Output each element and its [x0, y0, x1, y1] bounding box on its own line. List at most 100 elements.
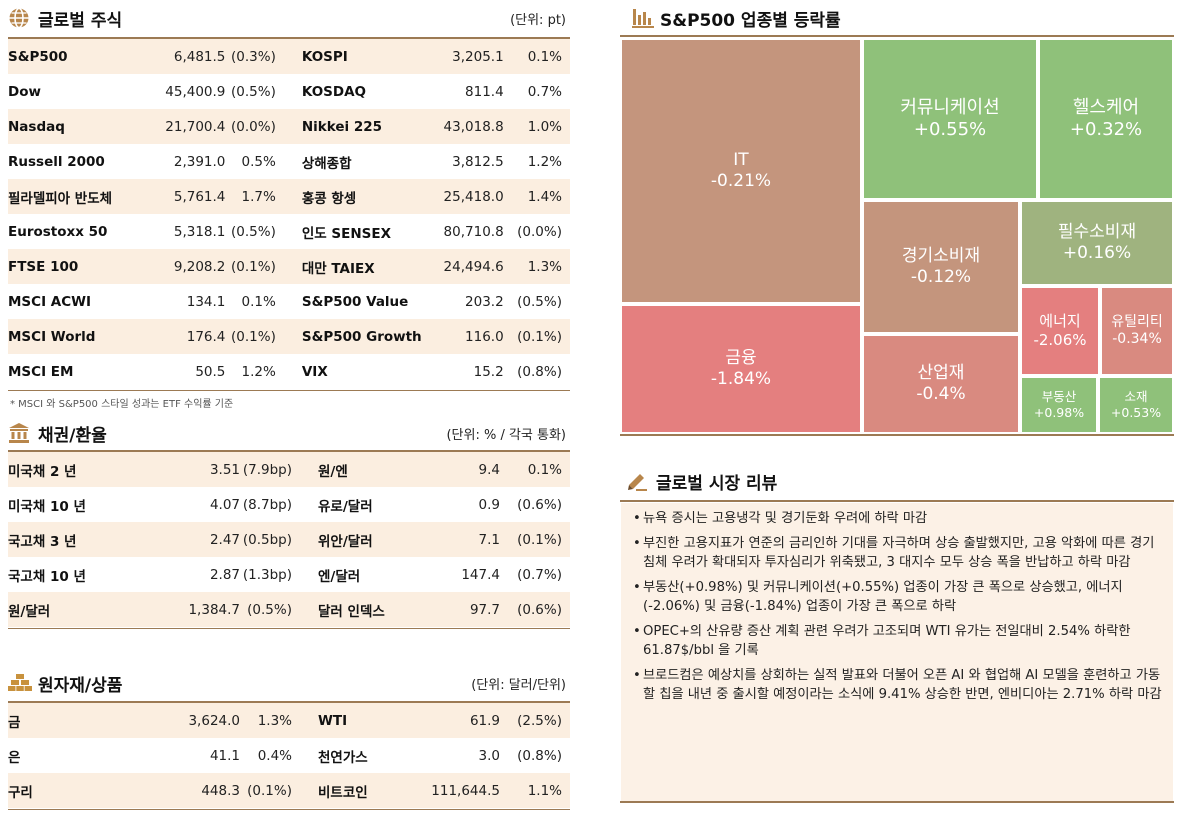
- instrument-name: 위안/달러: [300, 522, 412, 557]
- style-note: * MSCI 와 S&P500 스타일 성과는 ETF 수익률 기준: [10, 399, 234, 410]
- instrument-change: (7.9bp): [240, 452, 300, 487]
- instrument-change: 0.4%: [240, 738, 300, 773]
- instrument-change: 0.1%: [500, 452, 570, 487]
- instrument-value: 43,018.8: [421, 109, 504, 144]
- sector-change: +0.16%: [1062, 243, 1132, 263]
- table-row: Eurostoxx 50 5,318.1 (0.5%) 인도 SENSEX 80,710…: [8, 214, 570, 249]
- instrument-value: 5,761.4: [148, 179, 226, 214]
- instrument-change: (0.6%): [500, 487, 570, 522]
- global-stocks-unit: (단위: pt): [510, 12, 566, 28]
- instrument-change: (1.3bp): [240, 557, 300, 592]
- sector-name: 부동산: [1041, 389, 1077, 405]
- sector-change: +0.32%: [1069, 119, 1143, 140]
- bonds-fx-title: 채권/환율: [38, 425, 107, 446]
- globe-icon: [8, 7, 30, 29]
- review-item: 브로드컴은 예상치를 상회하는 실적 발표와 더불어 오픈 AI 와 협업해 A…: [633, 666, 1163, 705]
- instrument-name: FTSE 100: [8, 249, 149, 284]
- table-row: 필라델피아 반도체 5,761.4 1.7% 홍콩 항셍 25,418.0 1.4%: [8, 179, 570, 214]
- instrument-change: (0.5bp): [240, 522, 300, 557]
- instrument-value: 147.4: [412, 557, 500, 592]
- instrument-change: (0.1%): [503, 319, 570, 354]
- instrument-change: 1.1%: [500, 773, 570, 808]
- instrument-change: (0.5%): [225, 74, 284, 109]
- bonds-fx-header: 채권/환율 (단위: % / 각국 통화): [8, 418, 570, 448]
- sector-treemap: IT -0.21% 금융 -1.84% 커뮤니케이션 +0.55% 헬스케어 +0.32% 경기…: [620, 38, 1174, 434]
- instrument-value: 111,644.5: [412, 773, 500, 808]
- instrument-name: Nasdaq: [8, 109, 149, 144]
- instrument-value: 1,384.7: [158, 592, 240, 627]
- sector-title: S&P500 업종별 등락률: [660, 10, 841, 31]
- instrument-name: 상해종합: [283, 144, 422, 179]
- instrument-value: 2.47: [158, 522, 240, 557]
- sector-change: +0.53%: [1110, 405, 1162, 420]
- instrument-name: MSCI EM: [8, 354, 149, 389]
- instrument-value: 116.0: [421, 319, 504, 354]
- instrument-name: MSCI World: [8, 319, 149, 354]
- sector-name: IT: [733, 149, 749, 170]
- instrument-value: 3,205.1: [421, 39, 504, 74]
- instrument-name: Eurostoxx 50: [8, 214, 149, 249]
- instrument-name: 미국채 10 년: [8, 487, 158, 522]
- table-row: 미국채 10 년 4.07 (8.7bp) 유로/달러 0.9 (0.6%): [8, 487, 570, 522]
- review-header: 글로벌 시장 리뷰: [626, 466, 1166, 496]
- instrument-name: Nikkei 225: [283, 109, 422, 144]
- instrument-value: 80,710.8: [421, 214, 504, 249]
- instrument-change: (8.7bp): [240, 487, 300, 522]
- table-row: MSCI EM 50.5 1.2% VIX 15.2 (0.8%): [8, 354, 570, 389]
- instrument-value: 134.1: [148, 284, 226, 319]
- instrument-value: 3.0: [412, 738, 500, 773]
- instrument-value: 6,481.5: [148, 39, 226, 74]
- sector-tile: 에너지 -2.06%: [1020, 286, 1100, 376]
- instrument-change: 1.2%: [225, 354, 284, 389]
- instrument-change: (0.8%): [500, 738, 570, 773]
- instrument-name: 국고채 3 년: [8, 522, 158, 557]
- bar-chart-icon: [632, 7, 654, 29]
- instrument-name: 원/달러: [8, 592, 158, 627]
- instrument-name: 천연가스: [300, 738, 412, 773]
- review-item: 부진한 고용지표가 연준의 금리인하 기대를 자극하며 상승 출발했지만, 고용…: [633, 534, 1163, 573]
- instrument-value: 5,318.1: [148, 214, 226, 249]
- instrument-name: VIX: [283, 354, 422, 389]
- table-row: Russell 2000 2,391.0 0.5% 상해종합 3,812.5 1.2%: [8, 144, 570, 179]
- sector-tile: 헬스케어 +0.32%: [1038, 38, 1174, 200]
- instrument-change: (0.1%): [240, 773, 300, 808]
- instrument-value: 97.7: [412, 592, 500, 627]
- instrument-change: (0.3%): [225, 39, 284, 74]
- instrument-value: 811.4: [421, 74, 504, 109]
- sector-name: 유틸리티: [1111, 313, 1163, 330]
- commodities-title: 원자재/상품: [38, 675, 123, 696]
- instrument-change: (0.5%): [225, 214, 284, 249]
- sector-tile: 유틸리티 -0.34%: [1100, 286, 1174, 376]
- table-row: 구리 448.3 (0.1%) 비트코인 111,644.5 1.1%: [8, 773, 570, 808]
- instrument-value: 4.07: [158, 487, 240, 522]
- pencil-icon: [626, 470, 648, 492]
- instrument-value: 176.4: [148, 319, 226, 354]
- instrument-name: 인도 SENSEX: [283, 214, 422, 249]
- instrument-change: 1.7%: [225, 179, 284, 214]
- instrument-value: 24,494.6: [421, 249, 504, 284]
- instrument-name: 달러 인덱스: [300, 592, 412, 627]
- bonds-fx-unit: (단위: % / 각국 통화): [446, 427, 566, 443]
- sector-change: -0.21%: [710, 171, 772, 191]
- instrument-change: 1.3%: [240, 703, 300, 738]
- instrument-name: 금: [8, 703, 158, 738]
- instrument-change: (0.0%): [503, 214, 570, 249]
- sector-change: -0.34%: [1112, 331, 1162, 347]
- sector-tile: 커뮤니케이션 +0.55%: [862, 38, 1038, 200]
- table-row: MSCI World 176.4 (0.1%) S&P500 Growth 116.0(…: [8, 319, 570, 354]
- instrument-name: Dow: [8, 74, 149, 109]
- review-item: 뉴욕 증시는 고용냉각 및 경기둔화 우려에 하락 마감: [633, 509, 1163, 529]
- instrument-change: (0.1%): [225, 249, 284, 284]
- review-item: OPEC+의 산유량 증산 계획 관련 우려가 고조되며 WTI 유가는 전일대…: [633, 622, 1163, 661]
- instrument-value: 3,812.5: [421, 144, 504, 179]
- instrument-name: 국고채 10 년: [8, 557, 158, 592]
- sector-name: 헬스케어: [1072, 96, 1140, 118]
- sector-tile: 부동산 +0.98%: [1020, 376, 1098, 434]
- instrument-name: S&P500 Value: [283, 284, 422, 319]
- instrument-name: 원/엔: [300, 452, 412, 487]
- instrument-name: Russell 2000: [8, 144, 149, 179]
- table-row: 원/달러 1,384.7 (0.5%) 달러 인덱스 97.7 (0.6%): [8, 592, 570, 627]
- sector-tile: 경기소비재 -0.12%: [862, 200, 1020, 334]
- sector-tile: 필수소비재 +0.16%: [1020, 200, 1174, 286]
- table-row: Nasdaq 21,700.4 (0.0%) Nikkei 225 43,018.8 1.…: [8, 109, 570, 144]
